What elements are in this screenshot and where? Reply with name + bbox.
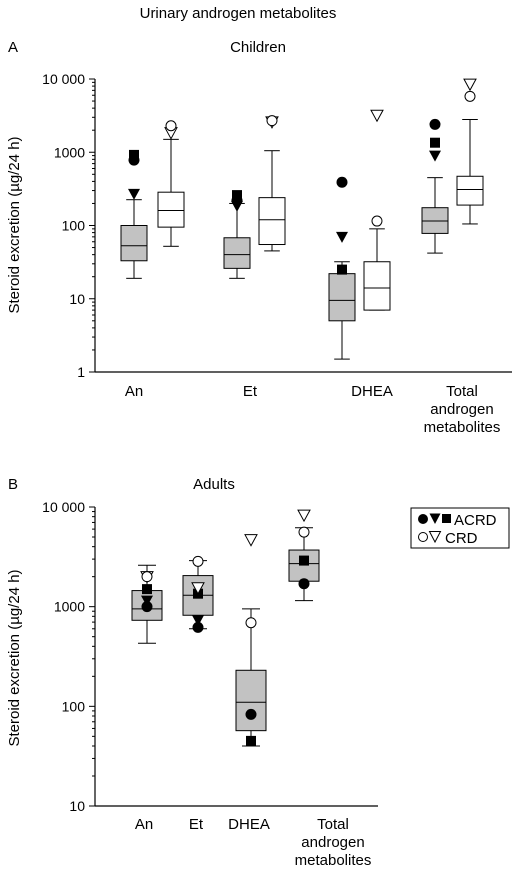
panel-b-title: Adults xyxy=(193,476,235,493)
panel-a-category-an: An xyxy=(125,383,143,400)
panel-a-acrd-box-2-iqr xyxy=(328,273,356,322)
legend: ACRD CRD xyxy=(410,507,510,549)
panel-b-acrd-point-circle xyxy=(141,601,153,613)
panel-a-crd-box-1 xyxy=(258,115,286,252)
panel-b-acrd-point-circle xyxy=(298,578,310,590)
panel-a-crd-outlier-circle xyxy=(464,90,476,102)
legend-acrd-label: ACRD xyxy=(454,512,497,529)
panel-a-acrd-box-1-iqr xyxy=(223,237,251,269)
panel-b-acrd-point-triangle-down xyxy=(192,615,204,627)
panel-b-acrd-point-square xyxy=(299,555,309,566)
panel-a-title: Children xyxy=(230,39,286,56)
panel-b-category-et: Et xyxy=(189,816,204,833)
panel-a-crd-box-0 xyxy=(157,120,185,247)
panel-a-acrd-box-2 xyxy=(328,176,356,360)
y-tick-label: 1000 xyxy=(54,144,85,160)
panel-b-crd-point-circle xyxy=(245,617,257,629)
y-tick-label: 1 xyxy=(77,364,85,380)
panel-b-y-ticks: 10 100 1000 10 000 xyxy=(42,499,95,814)
panel-a-crd-box-2-iqr xyxy=(363,261,391,311)
panel-a-crd-outlier-circle xyxy=(165,120,177,132)
legend-acrd-square-icon xyxy=(442,514,451,523)
panel-a-category-total: Total androgen metabolites xyxy=(424,383,501,436)
panel-b-crd-point-circle xyxy=(192,555,204,567)
panel-b-letter: B xyxy=(8,476,18,493)
legend-crd-label: CRD xyxy=(445,530,478,547)
panel-a-y-ticks: 1 10 100 1000 10 000 xyxy=(42,71,95,380)
panel-b-acrd-box-2-iqr xyxy=(235,669,267,732)
panel-b-acrd-box-3-iqr xyxy=(288,549,320,582)
panel-b-acrd-box-2 xyxy=(235,608,267,747)
panel-a-acrd-outlier-square xyxy=(232,190,242,201)
y-tick-label: 10 000 xyxy=(42,71,85,87)
panel-b-category-an: An xyxy=(135,816,153,833)
panel-b-acrd-box-0 xyxy=(131,564,163,644)
panel-b: B Adults Steroid excretion (µg/24 h) 101… xyxy=(6,476,378,869)
panel-a-acrd-box-0 xyxy=(120,149,148,279)
panel-a-crd-outlier-circle xyxy=(371,215,383,227)
panel-b-acrd-point-circle xyxy=(192,621,204,633)
panel-a-acrd-box-1 xyxy=(223,190,251,279)
y-tick-label: 10 xyxy=(69,291,85,307)
panel-a-acrd-box-3 xyxy=(421,118,449,254)
panel-a-plot xyxy=(120,78,484,360)
figure-title: Urinary androgen metabolites xyxy=(140,5,337,22)
panel-a-crd-outlier-triangle-down xyxy=(463,78,477,92)
panel-a-crd-outlier-circle xyxy=(266,115,278,127)
y-tick-label: 100 xyxy=(62,218,86,234)
panel-b-crd-point-triangle-down xyxy=(297,509,311,523)
panel-a-category-dhea: DHEA xyxy=(351,383,393,400)
panel-b-acrd-point-triangle-down xyxy=(141,595,153,607)
panel-b-crd-point-triangle-down xyxy=(244,534,258,547)
panel-b-y-axis-label: Steroid excretion (µg/24 h) xyxy=(6,569,23,746)
panel-b-plot xyxy=(131,509,320,747)
panel-b-crd-point-triangle-down xyxy=(191,582,205,595)
panel-a-acrd-outlier-square xyxy=(129,149,139,160)
panel-a-acrd-outlier-square xyxy=(430,137,440,148)
panel-a-letter: A xyxy=(8,39,18,56)
legend-acrd-circle-icon xyxy=(418,514,428,524)
y-tick-label: 100 xyxy=(62,698,86,714)
legend-box xyxy=(410,507,510,549)
panel-a-y-axis-label: Steroid excretion (µg/24 h) xyxy=(6,136,23,313)
panel-a-crd-box-0-iqr xyxy=(157,191,185,228)
panel-a-acrd-outlier-triangle-down xyxy=(128,188,140,200)
panel-a-crd-box-3-iqr xyxy=(456,175,484,206)
panel-b-acrd-point-circle xyxy=(245,708,257,720)
panel-b-acrd-point-square xyxy=(246,735,256,746)
panel-b-crd-point-circle xyxy=(141,571,153,583)
panel-b-category-total: Total androgen metabolites xyxy=(295,816,372,869)
panel-a-crd-box-2 xyxy=(363,109,391,311)
legend-crd-circle-icon xyxy=(418,532,428,542)
y-tick-label: 10 000 xyxy=(42,499,85,515)
panel-a-crd-outlier-triangle-down xyxy=(370,109,384,123)
panel-a-acrd-outlier-circle xyxy=(336,176,348,188)
legend-acrd-triangle-icon xyxy=(429,513,441,524)
legend-crd-triangle-icon xyxy=(428,531,442,544)
panel-a-acrd-outlier-square xyxy=(337,264,347,275)
y-tick-label: 1000 xyxy=(54,599,85,615)
panel-a-category-et: Et xyxy=(243,383,258,400)
panel-b-crd-point-circle xyxy=(298,526,310,538)
panel-b-acrd-box-3 xyxy=(288,527,320,602)
panel-a-acrd-outlier-circle xyxy=(429,118,441,130)
panel-b-acrd-box-1 xyxy=(182,560,214,633)
panel-a: A Children Steroid excretion (µg/24 h) 1… xyxy=(6,39,512,436)
panel-a-acrd-box-3-iqr xyxy=(421,207,449,234)
panel-b-acrd-point-square xyxy=(142,584,152,595)
panel-a-crd-box-1-iqr xyxy=(258,197,286,246)
panel-a-crd-box-3 xyxy=(456,78,484,225)
y-tick-label: 10 xyxy=(69,798,85,814)
panel-a-acrd-outlier-triangle-down xyxy=(336,231,348,243)
panel-a-acrd-outlier-triangle-down xyxy=(429,150,441,162)
panel-a-acrd-box-0-iqr xyxy=(120,225,148,262)
panel-b-category-dhea: DHEA xyxy=(228,816,270,833)
